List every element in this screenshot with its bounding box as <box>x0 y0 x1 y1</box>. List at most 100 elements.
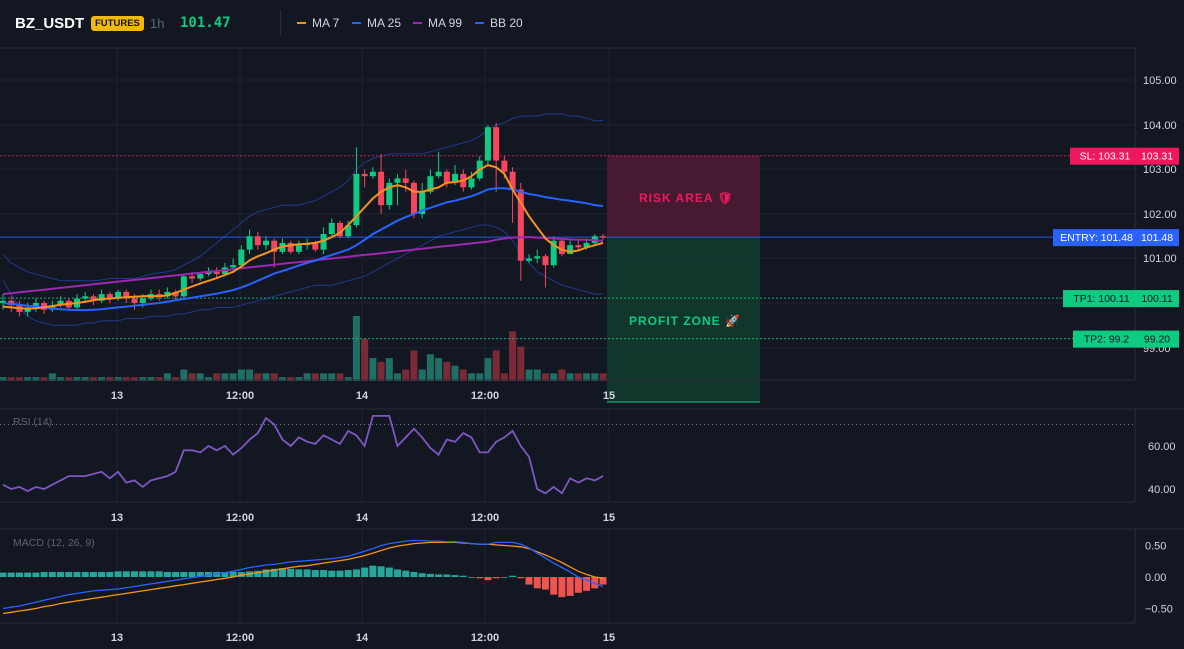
legend-bb20[interactable]: BB 20 <box>475 15 523 31</box>
volume-bar <box>229 373 237 381</box>
macd-histogram-bar <box>402 570 410 577</box>
macd-histogram-bar <box>188 571 196 577</box>
macd-histogram-bar <box>180 571 188 577</box>
macd-histogram-bar <box>7 572 15 577</box>
level-tag-label: ENTRY: 101.48 <box>1060 232 1133 244</box>
volume-bar <box>459 369 467 381</box>
volume-bar <box>418 369 426 381</box>
volume-bar <box>295 377 303 381</box>
volume-bar <box>48 373 56 381</box>
volume-bar <box>410 350 418 381</box>
legend-ma7[interactable]: MA 7 <box>297 15 339 31</box>
macd-histogram-bar <box>32 572 40 577</box>
candle-body <box>320 234 327 250</box>
macd-histogram-bar <box>459 575 467 577</box>
candle-body <box>189 276 196 279</box>
volume-bar <box>303 373 311 381</box>
volume-bar <box>287 377 295 381</box>
macd-histogram-bar <box>352 569 360 577</box>
volume-bar <box>426 354 434 381</box>
volume-bar <box>139 377 147 381</box>
time-tick-label: 15 <box>603 390 615 402</box>
candle-body <box>501 160 508 172</box>
volume-bar <box>328 373 336 381</box>
candle-body <box>57 300 64 306</box>
macd-histogram-bar <box>443 574 451 577</box>
volume-bar <box>98 377 106 381</box>
candle-body <box>328 222 335 235</box>
last-price: 101.47 <box>180 15 231 31</box>
candle-body <box>246 236 253 250</box>
candle-body <box>558 240 565 255</box>
legend-ma99[interactable]: MA 99 <box>413 15 462 31</box>
macd-histogram-bar <box>24 572 32 577</box>
rsi-time-tick-label: 13 <box>111 512 123 524</box>
macd-histogram-bar <box>229 571 237 577</box>
macd-histogram-bar <box>574 577 582 593</box>
candle-body <box>139 298 146 303</box>
macd-histogram-bar <box>533 577 541 589</box>
ma25-swatch-icon <box>352 22 361 24</box>
level-axis-tag <box>1136 290 1179 308</box>
candle-body <box>312 242 319 250</box>
profit-zone-label: PROFIT ZONE 🚀 <box>629 314 741 328</box>
candle-body <box>0 300 6 303</box>
candle-body <box>427 176 434 192</box>
rsi-time-tick-label: 12:00 <box>471 512 499 524</box>
rsi-time-tick-label: 12:00 <box>226 512 254 524</box>
macd-histogram-bar <box>336 570 344 577</box>
candle-body <box>238 249 245 266</box>
macd-histogram-bar <box>139 571 147 577</box>
volume-bar <box>550 373 558 381</box>
candle-body <box>394 178 401 183</box>
symbol-title[interactable]: BZ_USDT <box>15 15 85 32</box>
macd-histogram-bar <box>270 568 278 577</box>
candle-body <box>197 274 204 279</box>
macd-time-tick-label: 14 <box>356 632 369 644</box>
legend-ma99-label: MA 99 <box>428 16 463 30</box>
volume-bar <box>122 377 130 381</box>
volume-bar <box>246 369 254 381</box>
macd-histogram-bar <box>583 577 591 591</box>
volume-bar <box>336 373 344 381</box>
candle-body <box>156 294 163 297</box>
legend-ma25[interactable]: MA 25 <box>352 15 401 31</box>
macd-histogram-bar <box>48 571 56 577</box>
volume-bar <box>40 377 48 381</box>
candle-body <box>526 258 533 261</box>
level-tag-label: TP1: 100.11 <box>1073 293 1130 305</box>
macd-time-tick-label: 12:00 <box>226 632 254 644</box>
candle-body <box>517 189 524 261</box>
macd-histogram-bar <box>81 571 89 577</box>
volume-bar <box>320 373 328 381</box>
candle-body <box>443 171 450 183</box>
volume-bar <box>237 369 245 381</box>
rsi-title: RSI (14) <box>13 416 52 428</box>
volume-bar <box>147 377 155 381</box>
macd-histogram-bar <box>287 568 295 577</box>
risk-zone <box>607 155 760 238</box>
candle-body <box>90 296 97 301</box>
macd-histogram-bar <box>566 577 574 596</box>
volume-bar <box>369 358 377 381</box>
volume-bar <box>172 377 180 381</box>
candle-body <box>600 236 606 238</box>
volume-bar <box>566 373 574 381</box>
macd-histogram-bar <box>385 567 393 577</box>
macd-histogram-bar <box>525 577 533 585</box>
volume-bar <box>484 358 492 381</box>
timeframe-label[interactable]: 1h <box>150 16 165 31</box>
macd-histogram-bar <box>15 572 23 577</box>
price-tick-label: 101.00 <box>1143 253 1177 265</box>
volume-bar <box>344 377 352 381</box>
rsi-time-tick-label: 14 <box>356 512 369 524</box>
level-axis-label: 101.48 <box>1141 232 1173 244</box>
macd-histogram-bar <box>509 575 517 577</box>
candle-body <box>509 171 516 190</box>
rsi-pane: RSI (14) 60.00 40.00 13 12:00 14 12:00 15 <box>0 408 1184 524</box>
volume-bar <box>7 377 15 381</box>
macd-time-tick-label: 12:00 <box>471 632 499 644</box>
time-tick-label: 13 <box>111 390 123 402</box>
volume-bar <box>451 365 459 381</box>
